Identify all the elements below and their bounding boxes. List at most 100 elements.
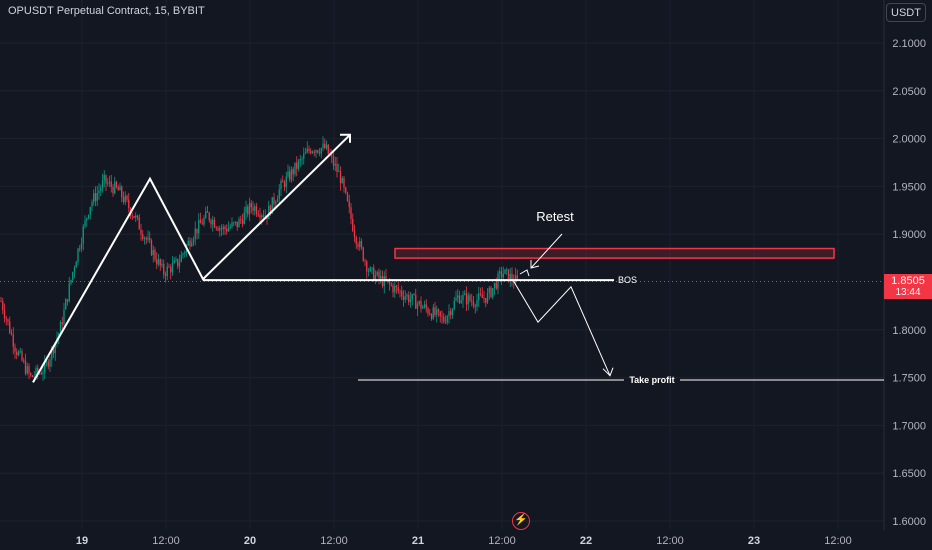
candle-body	[399, 290, 401, 292]
candle-body	[168, 266, 170, 268]
candle-body	[110, 181, 112, 187]
candle-body	[171, 263, 174, 273]
candle-body	[131, 215, 133, 217]
candle-body	[292, 169, 294, 175]
candle-body	[324, 143, 326, 149]
candle-body	[485, 298, 487, 303]
candle-body	[175, 258, 177, 261]
candle-body	[439, 311, 441, 316]
candle-body	[254, 206, 256, 211]
y-tick-label: 1.9000	[892, 229, 926, 241]
candle-body	[72, 272, 74, 280]
candle-body	[33, 376, 35, 378]
candle-body	[313, 151, 315, 153]
swing-arrow-head	[340, 133, 351, 143]
candle-body	[45, 361, 48, 363]
candle-body	[121, 186, 123, 198]
candle-body	[301, 158, 303, 160]
x-tick-label: 23	[748, 535, 760, 547]
candle-body	[217, 228, 219, 231]
candle-body	[488, 287, 490, 293]
candle-body	[425, 304, 427, 309]
candle-body	[268, 205, 270, 220]
candle-body	[2, 301, 4, 311]
candle-body	[352, 219, 354, 231]
candle-body	[187, 240, 189, 246]
candle-body	[238, 219, 240, 228]
candle-body	[37, 367, 39, 373]
chart-title: OPUSDT Perpetual Contract, 15, BYBIT	[8, 5, 205, 17]
candle-body	[87, 214, 90, 219]
candle-body	[147, 237, 149, 240]
candle-body	[126, 195, 128, 200]
candle-body	[416, 303, 419, 309]
candle-body	[299, 159, 301, 161]
candle-body	[502, 273, 504, 278]
bos-label: BOS	[618, 275, 637, 285]
candle-body	[402, 295, 405, 300]
candle-body	[31, 375, 34, 377]
candle-body	[142, 234, 144, 239]
candle-body	[236, 221, 238, 228]
candle-body	[210, 220, 212, 225]
candle-body	[226, 228, 228, 232]
candle-body	[317, 150, 319, 153]
candle-body	[310, 150, 312, 153]
candle-body	[16, 351, 18, 356]
candle-body	[114, 181, 116, 194]
candle-body	[478, 293, 480, 301]
candle-body	[434, 307, 436, 316]
candle-body	[378, 271, 380, 279]
candle-body	[290, 169, 293, 180]
candle-body	[49, 359, 51, 367]
candle-body	[157, 259, 160, 265]
candle-body	[240, 219, 242, 220]
candle-body	[296, 162, 298, 169]
candle-body	[96, 192, 98, 201]
y-tick-label: 1.7000	[892, 420, 926, 432]
candle-body	[205, 211, 207, 218]
candle-body	[252, 207, 254, 211]
candle-body	[115, 181, 118, 188]
candle-body	[446, 316, 448, 323]
y-tick-label: 1.7500	[892, 373, 926, 385]
candle-body	[418, 301, 420, 304]
candle-body	[140, 229, 142, 235]
candle-body	[170, 267, 172, 273]
candle-body	[149, 237, 151, 241]
candle-body	[119, 186, 121, 191]
candle-body	[294, 162, 296, 175]
candle-body	[68, 283, 70, 302]
candle-body	[269, 205, 272, 214]
candle-body	[278, 189, 280, 200]
candle-body	[346, 192, 349, 202]
candle-body	[462, 294, 464, 301]
candle-body	[10, 333, 13, 335]
candle-body	[276, 199, 279, 203]
retest-arrow-head	[530, 260, 540, 269]
candle-body	[250, 203, 252, 208]
candle-body	[82, 226, 84, 244]
candle-body	[227, 227, 230, 232]
candle-body	[348, 201, 350, 208]
candle-body	[23, 360, 25, 362]
candle-body	[138, 217, 140, 230]
candle-body	[404, 296, 406, 300]
candle-body	[21, 351, 23, 361]
candle-body	[455, 298, 457, 301]
candle-body	[161, 263, 163, 266]
candle-body	[509, 273, 511, 282]
candle-body	[231, 222, 233, 227]
candle-body	[98, 190, 100, 193]
candle-body	[499, 271, 501, 274]
candle-body	[401, 291, 403, 296]
candle-body	[311, 151, 314, 153]
candle-body	[14, 346, 16, 352]
candle-body	[364, 260, 366, 262]
candle-body	[77, 248, 79, 262]
currency-button[interactable]: USDT	[886, 3, 926, 22]
candle-body	[437, 309, 440, 312]
candle-body	[107, 183, 109, 184]
candle-body	[481, 294, 483, 298]
